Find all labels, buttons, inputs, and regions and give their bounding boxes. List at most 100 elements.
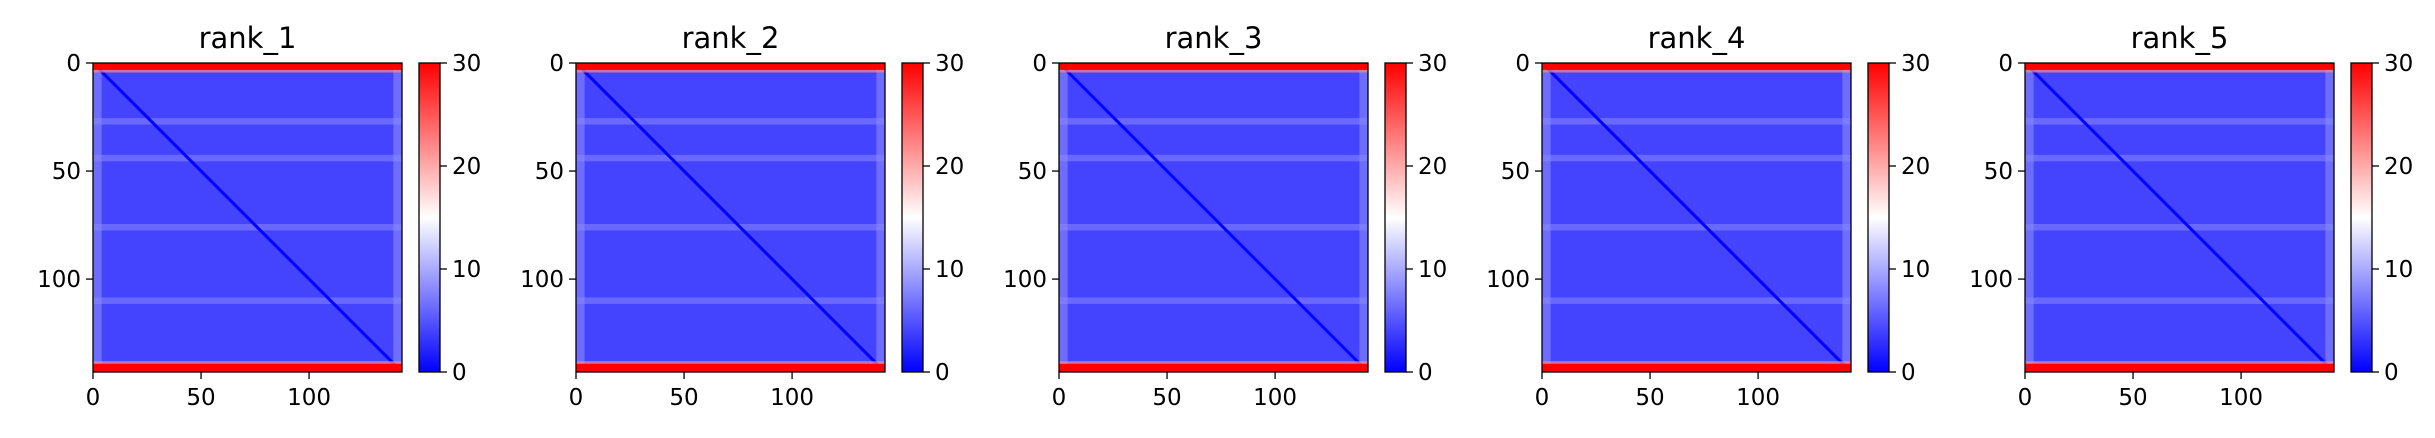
axes-frame [1541,62,1852,373]
heatmap-band [2025,118,2334,125]
axes-frame [575,62,886,373]
heatmap-band [576,154,885,162]
y-tick-label: 100 [1969,267,2013,293]
heatmap-top-fade [1542,69,1851,73]
colorbar-frame [1384,62,1407,373]
heatmap-top-row [1059,63,1368,70]
heatmap-band [93,118,402,125]
heatmap-diagonal [1542,63,1851,372]
subplot-title: rank_2 [682,21,780,55]
y-tick-label: 50 [1501,159,1530,185]
colorbar-frame [418,62,441,373]
colorbar-tick-label: 30 [2384,51,2413,77]
colorbar-tick-label: 0 [1418,360,1433,386]
heatmap-edge-col [2325,63,2334,372]
heatmap-band [1059,154,1368,162]
subplot-4: rank_4 0 50 100 0 50 100 0 10 20 30 [1486,21,1930,411]
heatmap-bottom-row [93,363,402,372]
heatmap-edge-col [393,63,402,372]
heatmap-top-row [2025,63,2334,70]
heatmap-bottom-fade [1542,361,1851,365]
heatmap-bottom-fade [576,361,885,365]
heatmap-band [1059,223,1368,231]
heatmap-top-row [93,63,402,70]
colorbar-tick-label: 20 [1418,154,1447,180]
heatmap-diagonal [93,63,402,372]
colorbar-frame [901,62,924,373]
heatmap-edge-col [1359,63,1368,372]
colorbar-tick-label: 0 [1901,360,1916,386]
colorbar-tick-label: 10 [452,257,481,283]
x-tick-label: 100 [1736,385,1780,411]
x-tick-label: 50 [186,385,215,411]
x-tick-label: 100 [1253,385,1297,411]
heatmap-band [1059,118,1368,125]
subplot-1: rank_1 0 50 100 0 50 100 0 10 20 30 [37,21,481,411]
colorbar-tick-label: 30 [1901,51,1930,77]
colorbar-tick-label: 20 [2384,154,2413,180]
x-tick-label: 50 [1635,385,1664,411]
x-tick-label: 50 [669,385,698,411]
colorbar [1868,63,1889,372]
colorbar-tick-label: 10 [1418,257,1447,283]
heatmap-diagonal [576,63,885,372]
heatmap-band [576,297,885,304]
colorbar [1385,63,1406,372]
colorbar [419,63,440,372]
heatmap-band [2025,223,2334,231]
heatmap-3 [1059,63,1368,372]
x-tick-label: 0 [2018,385,2033,411]
x-tick-label: 50 [1152,385,1181,411]
subplot-title: rank_1 [199,21,297,55]
x-tick-label: 0 [1535,385,1550,411]
subplot-5: rank_5 0 50 100 0 50 100 0 10 20 30 [1969,21,2413,411]
heatmap-top-row [1542,63,1851,70]
heatmap-bottom-row [2025,363,2334,372]
heatmap-band [576,223,885,231]
heatmap-bottom-row [1059,363,1368,372]
colorbar-tick-label: 10 [2384,257,2413,283]
colorbar-tick-label: 0 [935,360,950,386]
subplot-title: rank_5 [2131,21,2229,55]
heatmap-diagonal [2025,63,2334,372]
colorbar-frame [1867,62,1890,373]
heatmap-band [93,154,402,162]
subplot-3: rank_3 0 50 100 0 50 100 0 10 20 30 [1003,21,1447,411]
x-tick-label: 50 [2118,385,2147,411]
y-tick-label: 0 [66,51,81,77]
heatmap-edge-col [1842,63,1851,372]
heatmap-bottom-row [576,363,885,372]
colorbar-tick-label: 10 [1901,257,1930,283]
axes-frame [92,62,403,373]
colorbar-tick-label: 10 [935,257,964,283]
axes-frame [2024,62,2335,373]
x-tick-label: 0 [569,385,584,411]
heatmap-top-row [576,63,885,70]
heatmap-1 [93,63,402,372]
colorbar-tick-label: 30 [935,51,964,77]
heatmap-bottom-fade [1059,361,1368,365]
heatmap-edge-col [876,63,885,372]
colorbar-tick-label: 20 [452,154,481,180]
x-tick-label: 0 [1052,385,1067,411]
heatmap-top-fade [93,69,402,73]
heatmap-edge-col [1059,63,1068,372]
heatmap-top-fade [576,69,885,73]
heatmap-edge-col [93,63,102,372]
colorbar-tick-label: 0 [452,360,467,386]
subplot-title: rank_3 [1165,21,1263,55]
colorbar-tick-label: 20 [1901,154,1930,180]
x-tick-label: 0 [86,385,101,411]
heatmap-band [576,118,885,125]
axes-frame [1058,62,1369,373]
colorbar-tick-label: 30 [1418,51,1447,77]
y-tick-label: 50 [1018,159,1047,185]
heatmap-bottom-row [1542,363,1851,372]
y-tick-label: 0 [1998,51,2013,77]
heatmap-bottom-fade [2025,361,2334,365]
heatmap-band [2025,297,2334,304]
x-tick-label: 100 [2219,385,2263,411]
colorbar [2351,63,2372,372]
colorbar-tick-label: 20 [935,154,964,180]
